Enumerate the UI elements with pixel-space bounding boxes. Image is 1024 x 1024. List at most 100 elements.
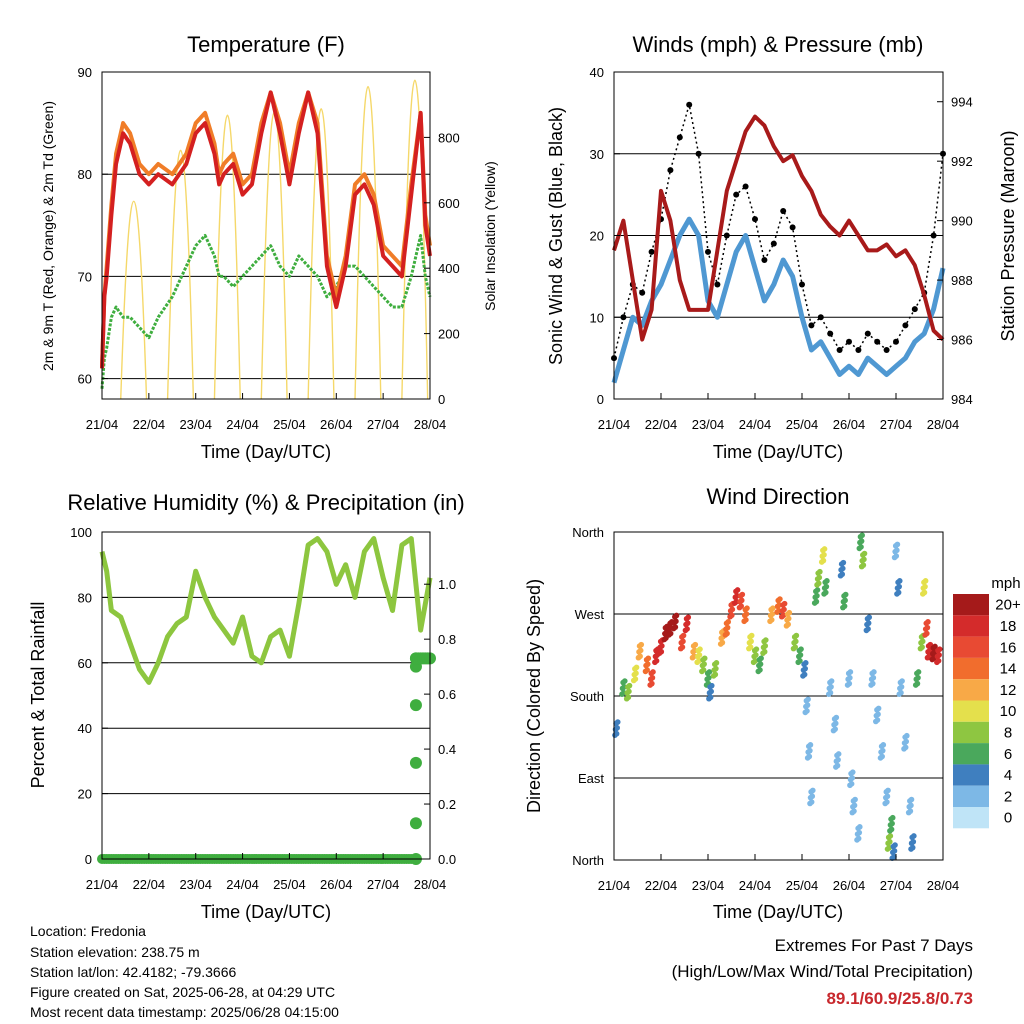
- direction-point: [680, 632, 687, 639]
- direction-point: [907, 808, 914, 814]
- direction-point: [817, 568, 823, 575]
- y-tick-label-right: 0: [438, 392, 445, 407]
- direction-point: [851, 808, 857, 814]
- temperature-series-2m-t: [100, 90, 432, 369]
- direction-point: [879, 747, 886, 754]
- legend-label: 10: [1000, 703, 1017, 720]
- gust-point: [799, 281, 805, 288]
- y-tick-label: 90: [78, 65, 92, 80]
- direction-point: [849, 775, 855, 781]
- y-tick-label-right: 0.4: [438, 742, 456, 757]
- y-tick-label: 30: [590, 147, 604, 162]
- x-tick-label: 21/04: [598, 878, 631, 893]
- insolation-curve: [120, 200, 148, 400]
- direction-point: [834, 762, 841, 769]
- direction-point: [633, 664, 640, 671]
- x-tick-label: 25/04: [786, 417, 819, 432]
- direction-point: [706, 669, 713, 675]
- y-tick-label: North: [572, 853, 604, 868]
- direction-point: [828, 684, 834, 690]
- direction-point: [842, 597, 848, 604]
- direction-point: [700, 667, 707, 673]
- humidity-grid: [102, 596, 430, 795]
- direction-point: [761, 648, 768, 655]
- y-tick-label-right: 200: [438, 327, 460, 342]
- gust-point: [742, 183, 749, 190]
- y-tick-label-right: 400: [438, 261, 460, 276]
- x-tick-label: 25/04: [273, 417, 306, 432]
- direction-point: [804, 708, 810, 714]
- direction-point: [781, 606, 787, 613]
- direction-point: [908, 802, 914, 809]
- humidity-panel: Relative Humidity (%) & Precipitation (i…: [28, 490, 465, 922]
- x-tick-label: 23/04: [692, 417, 725, 432]
- legend-swatch: [953, 657, 989, 680]
- direction-point: [895, 589, 902, 596]
- temperature-x-label: Time (Day/UTC): [201, 442, 331, 462]
- wind-direction-panel: Wind Direction 21/04 22/04 23/04 24/04 25/04…: [524, 484, 1021, 922]
- direction-point: [777, 596, 783, 602]
- direction-point: [644, 667, 650, 673]
- direction-point: [805, 696, 811, 703]
- y-tick-label: 0: [597, 392, 604, 407]
- direction-point: [821, 546, 828, 552]
- x-tick-label: 25/04: [786, 878, 819, 893]
- humidity-title: Relative Humidity (%) & Precipitation (i…: [67, 490, 464, 515]
- insolation-curve: [354, 85, 382, 400]
- direction-point: [869, 680, 876, 687]
- direction-point: [902, 744, 909, 751]
- direction-point: [875, 711, 881, 718]
- direction-point: [712, 671, 719, 678]
- gust-point: [902, 322, 909, 329]
- x-tick-label: 22/04: [645, 417, 678, 432]
- direction-point: [925, 619, 931, 625]
- y-tick-label-right: 990: [951, 214, 973, 229]
- x-tick-label: 26/04: [833, 878, 866, 893]
- direction-point: [633, 670, 639, 677]
- direction-point: [857, 824, 863, 830]
- gust-point: [686, 101, 693, 108]
- x-tick-label: 22/04: [133, 877, 166, 892]
- direction-point: [768, 617, 775, 623]
- winds-x-label: Time (Day/UTC): [713, 442, 843, 462]
- wind-direction-y-label: Direction (Colored By Speed): [524, 579, 544, 813]
- x-tick-label: 24/04: [226, 877, 259, 892]
- direction-point: [613, 730, 620, 737]
- direction-point: [644, 661, 651, 667]
- direction-point: [832, 726, 838, 732]
- direction-point: [870, 674, 877, 681]
- legend-label: 14: [1000, 661, 1017, 678]
- x-tick-label: 24/04: [226, 417, 259, 432]
- x-tick-label: 21/04: [598, 417, 631, 432]
- direction-point: [915, 669, 922, 675]
- station-location: Location: Fredonia: [30, 923, 146, 939]
- wind-direction-points: [612, 532, 943, 861]
- direction-point: [910, 838, 917, 845]
- legend-label: 8: [1004, 724, 1012, 741]
- direction-point: [748, 638, 754, 645]
- direction-point: [891, 853, 897, 860]
- direction-point: [936, 652, 942, 658]
- insolation-curve: [307, 108, 335, 400]
- direction-point: [719, 639, 726, 646]
- extremes-values: 89.1/60.9/25.8/0.73: [826, 989, 973, 1008]
- y-tick-label-right: 0.0: [438, 852, 456, 867]
- y-tick-label: 40: [78, 721, 92, 736]
- direction-point: [828, 678, 835, 684]
- legend-swatch: [953, 700, 989, 722]
- direction-point: [846, 680, 853, 687]
- x-tick-label: 23/04: [179, 417, 212, 432]
- direction-point: [743, 617, 749, 623]
- y-tick-label-right: 984: [951, 392, 973, 407]
- direction-point: [734, 587, 741, 593]
- winds-y-label-right: Station Pressure (Maroon): [998, 130, 1018, 341]
- direction-point: [763, 637, 769, 643]
- direction-point: [835, 756, 841, 763]
- direction-point: [874, 717, 881, 723]
- y-tick-label-right: 0.8: [438, 632, 456, 647]
- direction-point: [744, 605, 750, 611]
- direction-point: [851, 802, 858, 809]
- precip-point: [409, 756, 422, 769]
- temperature-panel: Temperature (F) 21/04 22/04 23/04 24/04 25/0…: [40, 32, 498, 462]
